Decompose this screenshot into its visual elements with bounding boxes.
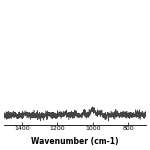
X-axis label: Wavenumber (cm-1): Wavenumber (cm-1) [31, 137, 119, 146]
